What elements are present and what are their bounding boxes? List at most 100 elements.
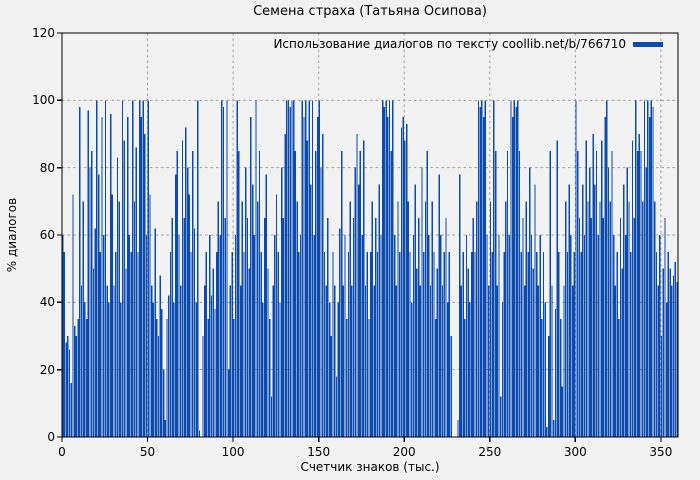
bar bbox=[532, 268, 534, 437]
bar bbox=[344, 235, 346, 437]
bar bbox=[311, 100, 314, 437]
bar bbox=[568, 184, 570, 437]
bar bbox=[72, 194, 74, 437]
bar bbox=[674, 261, 676, 437]
bar bbox=[467, 268, 469, 437]
bar bbox=[332, 251, 334, 437]
x-tick-label: 350 bbox=[649, 445, 673, 459]
bar bbox=[402, 117, 404, 438]
bar bbox=[636, 150, 639, 437]
bar bbox=[517, 100, 519, 437]
bar bbox=[99, 251, 101, 437]
bar bbox=[121, 100, 124, 437]
bar bbox=[575, 100, 577, 437]
bar bbox=[358, 184, 360, 437]
bar bbox=[573, 251, 575, 437]
bar bbox=[210, 295, 213, 437]
bar bbox=[472, 218, 475, 437]
bar bbox=[80, 285, 83, 437]
bar bbox=[553, 420, 555, 437]
bar bbox=[85, 319, 88, 437]
bar bbox=[180, 285, 182, 437]
bar bbox=[174, 174, 177, 437]
bar bbox=[169, 251, 172, 437]
bar bbox=[438, 174, 440, 437]
bar bbox=[604, 117, 606, 438]
bar bbox=[132, 100, 134, 437]
bar bbox=[176, 150, 178, 437]
bar bbox=[281, 167, 283, 438]
bar bbox=[226, 100, 228, 437]
bar bbox=[671, 285, 673, 437]
bar bbox=[524, 285, 526, 437]
bar bbox=[375, 218, 377, 437]
bar bbox=[404, 140, 406, 438]
bar bbox=[229, 285, 232, 437]
bar bbox=[619, 218, 622, 437]
bar bbox=[92, 268, 95, 437]
bar bbox=[62, 235, 64, 437]
bar bbox=[614, 285, 617, 437]
bar bbox=[164, 420, 167, 437]
bar bbox=[157, 336, 160, 437]
bar bbox=[116, 157, 119, 437]
bar bbox=[667, 251, 670, 437]
bar bbox=[626, 167, 629, 438]
bar bbox=[464, 319, 466, 437]
bar bbox=[248, 268, 250, 437]
bar bbox=[193, 228, 196, 437]
bar bbox=[457, 420, 459, 437]
bar bbox=[428, 235, 430, 437]
bar bbox=[393, 235, 396, 437]
bar bbox=[156, 319, 158, 437]
bar bbox=[416, 268, 418, 437]
bar bbox=[599, 201, 601, 437]
bar bbox=[435, 319, 437, 437]
bar bbox=[140, 117, 143, 438]
bar bbox=[544, 302, 546, 437]
bar bbox=[159, 275, 161, 437]
bar bbox=[554, 309, 557, 437]
bar bbox=[433, 251, 435, 437]
bar bbox=[222, 107, 225, 437]
bar bbox=[450, 336, 452, 437]
bar bbox=[503, 251, 505, 437]
bar bbox=[241, 201, 244, 437]
bar bbox=[469, 302, 471, 437]
bar bbox=[135, 147, 137, 437]
bar bbox=[648, 117, 651, 438]
bar bbox=[267, 268, 269, 437]
bar bbox=[635, 100, 637, 437]
bar bbox=[178, 235, 180, 437]
bar bbox=[96, 100, 98, 437]
bar bbox=[346, 319, 348, 437]
bar bbox=[414, 184, 416, 437]
bar bbox=[655, 251, 658, 437]
bar bbox=[70, 383, 72, 437]
bar bbox=[491, 251, 493, 437]
bar bbox=[108, 302, 110, 437]
bar bbox=[559, 319, 562, 437]
bar bbox=[537, 285, 540, 437]
bar bbox=[676, 282, 678, 437]
bar bbox=[198, 430, 201, 437]
bar bbox=[204, 285, 206, 437]
bar bbox=[323, 251, 326, 437]
bar bbox=[123, 140, 125, 438]
bar bbox=[274, 235, 276, 437]
bar bbox=[113, 285, 115, 437]
bar bbox=[642, 201, 644, 437]
bar bbox=[647, 100, 649, 437]
bar bbox=[381, 100, 384, 437]
bar bbox=[602, 218, 605, 437]
bar bbox=[257, 201, 259, 437]
bar bbox=[669, 268, 671, 437]
bar bbox=[77, 319, 79, 437]
bar bbox=[580, 251, 582, 437]
x-axis-label: Счетчик знаков (тыс.) bbox=[300, 460, 440, 474]
bar bbox=[412, 235, 415, 437]
bar bbox=[539, 235, 541, 437]
bar bbox=[133, 201, 136, 437]
bar bbox=[429, 285, 432, 437]
